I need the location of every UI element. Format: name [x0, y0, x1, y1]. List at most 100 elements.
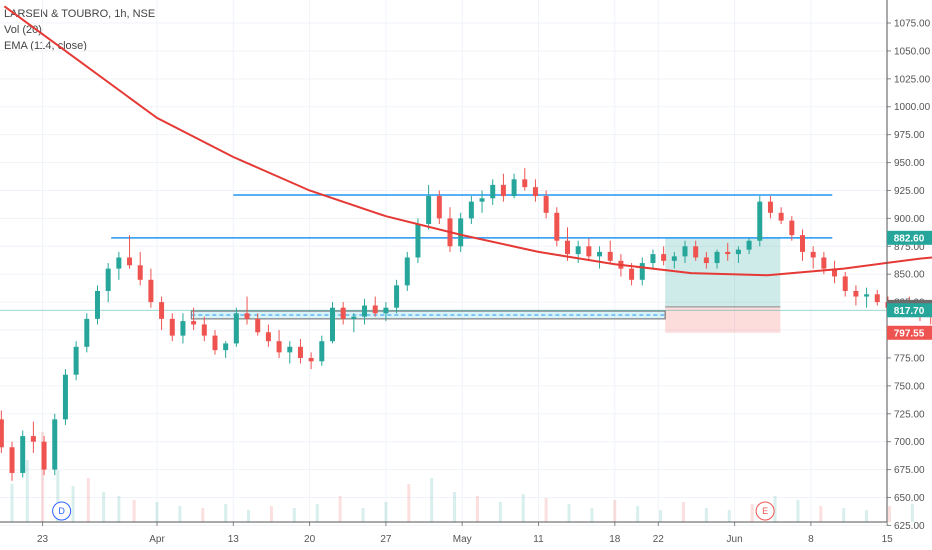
volume-bar: [750, 504, 754, 522]
candle-body: [415, 223, 421, 258]
candle-body: [725, 251, 731, 255]
x-tick-label: 15: [882, 534, 894, 545]
candle-body: [169, 318, 175, 336]
volume-bar: [681, 502, 685, 522]
volume-bar: [407, 484, 411, 522]
volume-bar: [178, 506, 182, 522]
chart-title: LARSEN & TOUBRO, 1h, NSE: [4, 8, 156, 20]
y-tick-label: 1075.00: [894, 19, 931, 30]
candle-body: [682, 246, 688, 257]
volume-bar: [773, 496, 777, 522]
candle-body: [329, 307, 335, 342]
candle-body: [62, 374, 68, 420]
candle-body: [84, 318, 90, 347]
volume-bar: [201, 508, 205, 522]
volume-bar: [659, 510, 663, 522]
candle-body: [532, 187, 538, 197]
candle-body: [586, 246, 592, 257]
candle-body: [116, 257, 122, 269]
candle-body: [244, 313, 250, 319]
candle-body: [287, 346, 293, 353]
volume-bar: [727, 510, 731, 522]
candle-body: [479, 198, 485, 202]
candle-body: [436, 196, 442, 219]
volume-bar: [86, 478, 90, 522]
candle-body: [137, 265, 143, 280]
candle-body: [842, 276, 848, 291]
candle-body: [201, 324, 207, 336]
candle-body: [426, 196, 432, 224]
candle-body: [127, 257, 133, 266]
candle-body: [94, 290, 100, 319]
candle-body: [191, 321, 197, 325]
volume-bar: [475, 496, 479, 522]
volume-bar: [338, 496, 342, 522]
y-tick-label: 725.00: [894, 409, 925, 420]
price-label-text: 797.55: [894, 328, 925, 339]
candle-body: [297, 346, 303, 358]
volume-bar: [590, 508, 594, 522]
y-tick-label: 925.00: [894, 186, 925, 197]
event-badge-label: E: [762, 506, 768, 516]
candle-body: [276, 341, 282, 353]
candle-body: [671, 256, 677, 261]
ema-114-line: [3, 5, 932, 277]
candle-body: [265, 332, 271, 342]
candle-body: [394, 285, 400, 308]
x-tick-label: May: [453, 534, 472, 545]
candle-body: [703, 257, 709, 264]
x-tick-label: 20: [304, 534, 316, 545]
candle-body: [767, 201, 773, 213]
event-badge-d: [52, 501, 72, 521]
candle-body: [543, 196, 549, 213]
candle-body: [180, 321, 186, 336]
candle-body: [554, 212, 560, 241]
x-tick-label: 11: [533, 534, 544, 545]
y-tick-label: 700.00: [894, 437, 925, 448]
volume-bar: [842, 508, 846, 522]
y-tick-label: 1050.00: [894, 46, 931, 57]
volume-bar: [521, 494, 525, 522]
y-tick-label: 1025.00: [894, 74, 931, 85]
candle-body: [661, 254, 667, 261]
candle-body: [9, 447, 15, 473]
candle-body: [874, 294, 880, 303]
volume-bar: [567, 504, 571, 522]
candle-body: [575, 246, 581, 255]
y-tick-label: 750.00: [894, 381, 925, 392]
y-tick-label: 850.00: [894, 270, 925, 281]
candle-body: [308, 357, 314, 362]
x-tick-label: 22: [653, 534, 665, 545]
y-tick-label: 950.00: [894, 158, 925, 169]
volume-bar: [636, 506, 640, 522]
candle-body: [255, 318, 261, 333]
candle-body: [564, 240, 570, 255]
candle-body: [522, 179, 528, 188]
position-tool[interactable]: [665, 237, 781, 333]
volume-bar: [71, 486, 75, 522]
candle-body: [693, 246, 699, 258]
candle-body: [468, 201, 474, 219]
ema-indicator-label[interactable]: EMA (114, close): [4, 40, 87, 52]
candle-body: [233, 313, 239, 344]
candle-body: [319, 341, 325, 362]
candle-body: [810, 251, 816, 258]
candle-body: [639, 263, 645, 280]
candle-body: [41, 441, 47, 470]
volume-bar: [613, 500, 617, 522]
candle-body: [650, 254, 656, 264]
volume-bar: [155, 502, 159, 522]
candle-body: [778, 212, 784, 221]
candle-body: [105, 268, 111, 291]
x-tick-label: 13: [228, 534, 240, 545]
volume-bar: [361, 508, 365, 522]
price-label-box: [887, 303, 932, 318]
chart-legend: LARSEN & TOUBRO, 1h, NSE Vol (20) EMA (1…: [4, 6, 155, 54]
candle-body: [832, 268, 838, 277]
volume-bar: [269, 506, 273, 522]
x-tick-label: 27: [380, 534, 392, 545]
candle-body: [340, 307, 346, 319]
